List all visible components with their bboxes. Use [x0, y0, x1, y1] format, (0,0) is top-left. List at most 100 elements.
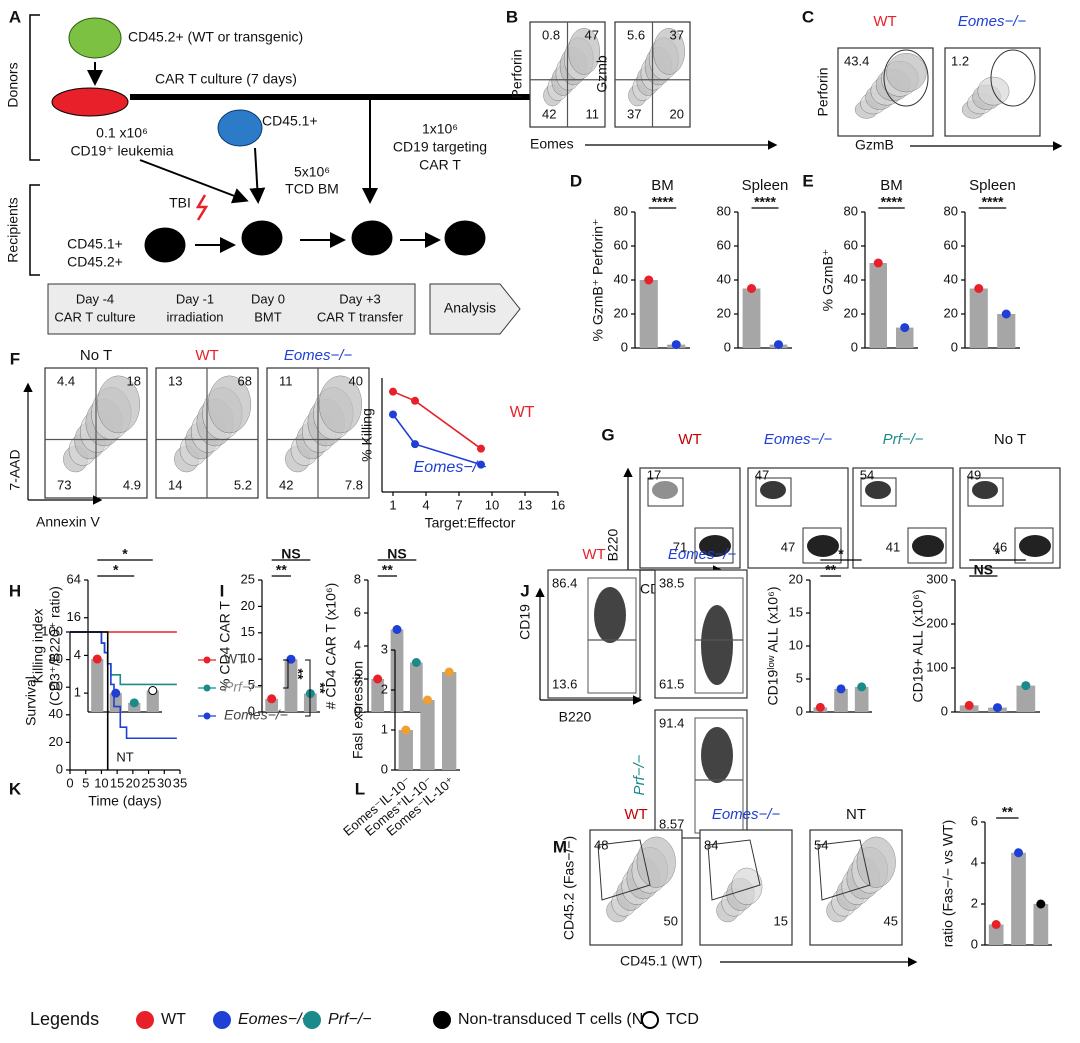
y-tick-label: 15: [789, 604, 803, 619]
label: 0.8: [542, 27, 560, 42]
label: CAR T culture (7 days): [155, 71, 297, 87]
density-contour: [318, 375, 363, 434]
significance: ****: [754, 194, 776, 210]
label: CD19: [517, 604, 533, 640]
label: 91.4: [659, 715, 684, 730]
y-tick-label: 0: [724, 339, 731, 354]
label: 18: [127, 373, 141, 388]
y-tick-label: 0: [621, 339, 628, 354]
y-tick-label: 2: [354, 670, 361, 685]
y-tick-label: 8: [354, 571, 361, 586]
label: B220: [559, 709, 592, 725]
label: 43.4: [844, 53, 869, 68]
bar: [409, 662, 423, 712]
label: Prf−/−: [631, 754, 648, 795]
label: CD45.1+: [262, 113, 318, 129]
label: 15: [774, 913, 788, 928]
panel-label: A: [9, 7, 21, 26]
label: Day -1: [176, 291, 214, 306]
y-tick-label: 60: [614, 237, 628, 252]
x-tick-label: 13: [518, 497, 532, 512]
label: Day +3: [339, 291, 381, 306]
y-tick-label: 6: [354, 604, 361, 619]
y-tick-label: 0: [248, 703, 255, 718]
y-tick-label: 2: [971, 895, 978, 910]
y-tick-label: 300: [926, 571, 948, 586]
label: 1x10⁶: [422, 121, 458, 137]
population: [807, 535, 839, 557]
flow-plot: [654, 709, 748, 839]
label: irradiation: [166, 309, 223, 324]
label: 7.8: [345, 477, 363, 492]
series-line: [70, 631, 109, 770]
mean-dot: [1001, 309, 1011, 319]
chart-title: Spleen: [742, 177, 789, 194]
significance: *: [995, 546, 1001, 562]
schematic: [29, 14, 540, 335]
significance: *: [838, 546, 844, 562]
label: 54: [814, 837, 828, 852]
sig-bracket: [305, 659, 311, 717]
gate: [647, 477, 684, 507]
y-tick-label: 20: [614, 305, 628, 320]
series-line: [392, 390, 482, 450]
mean-dot: [900, 323, 910, 333]
series-line: [70, 631, 177, 740]
label: TBI: [169, 195, 191, 211]
population: [972, 481, 998, 499]
label: CD45.2+ (WT or transgenic): [128, 29, 303, 45]
y-tick-label: 6: [971, 813, 978, 828]
legend-marker: [641, 1011, 659, 1029]
population: [865, 481, 891, 499]
bar: [869, 263, 887, 348]
y-tick-label: 0: [951, 339, 958, 354]
y-tick-label: 0: [941, 703, 948, 718]
y-tick-label: 15: [241, 624, 255, 639]
gate: [707, 839, 761, 901]
mean-dot: [993, 703, 1002, 713]
legend-label: Eomes−/−: [238, 1011, 311, 1028]
label: Fasl expression: [350, 661, 366, 759]
bar: [988, 924, 1004, 945]
x-tick-label: 35: [173, 775, 187, 790]
label: NT: [116, 749, 133, 764]
label: WT: [873, 13, 896, 30]
density-contour: [731, 867, 763, 905]
mean-dot: [815, 702, 825, 712]
chart-title: BM: [651, 177, 674, 194]
y-tick-label: 20: [844, 305, 858, 320]
mean-dot: [1036, 899, 1046, 909]
y-tick-label: 0: [796, 703, 803, 718]
x-tick-label: 15: [110, 775, 124, 790]
gate: [860, 477, 897, 507]
legend-label: TCD: [666, 1011, 699, 1028]
panel-label: M: [553, 837, 567, 856]
gate: [990, 49, 1036, 107]
label: Prf−/−: [224, 679, 262, 695]
bar: [128, 702, 141, 712]
panel-label: I: [220, 581, 225, 600]
panel-label: J: [520, 581, 529, 600]
density-contour: [636, 836, 676, 888]
significance: **: [290, 669, 306, 680]
y-tick-label: 80: [614, 203, 628, 218]
point: [389, 410, 397, 419]
label: CD45.2+: [67, 254, 123, 270]
mean-dot: [392, 625, 402, 634]
legend-marker: [433, 1011, 451, 1029]
x-tick-label: 1: [389, 497, 396, 512]
label: CAR T culture: [54, 309, 135, 324]
legend-marker: [136, 1011, 154, 1029]
gate: [817, 839, 871, 901]
label: Survival: [23, 676, 39, 726]
y-tick-label: 80: [844, 203, 858, 218]
label: Perforin: [509, 49, 525, 98]
label: 61.5: [659, 676, 684, 691]
label: WT: [678, 431, 701, 448]
panel-label: B: [506, 7, 518, 26]
label: Eomes−/−: [284, 347, 353, 364]
mean-dot: [774, 340, 783, 350]
legend-marker: [303, 1011, 321, 1029]
population: [1019, 535, 1051, 557]
